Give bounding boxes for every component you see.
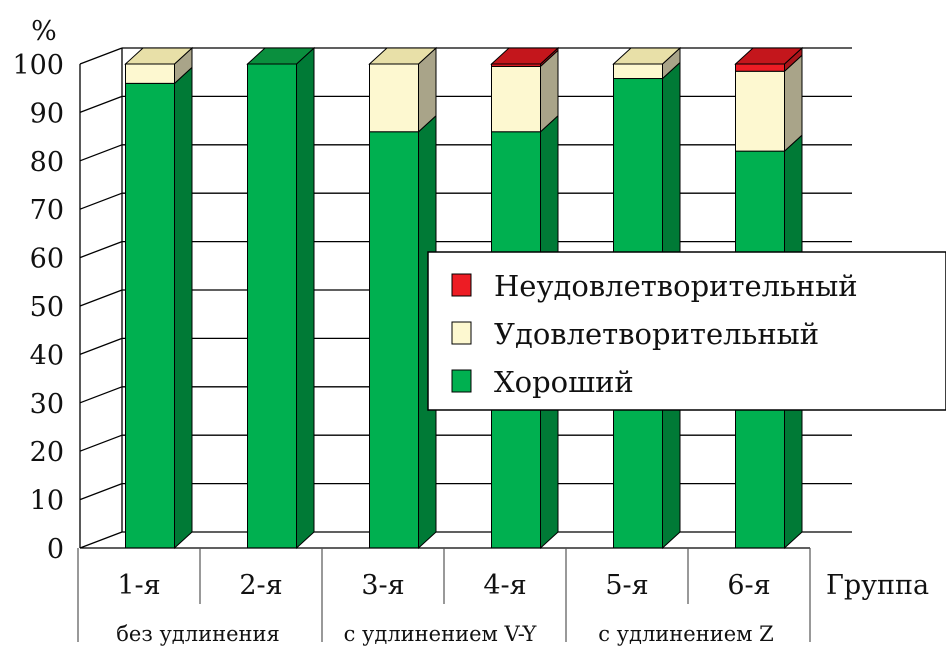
grid-line-diagonal [79,144,123,162]
legend-swatch [451,321,472,345]
bar-segment-side [296,46,315,550]
bars [124,46,804,550]
category-group-label: с удлинением V-Y [344,622,538,646]
x-tick-label: 6-я [727,570,770,601]
x-tick-label: 2-я [239,570,282,601]
category-group-label: без удлинения [116,622,280,646]
bar-top [124,47,194,65]
grid-line-diagonal [79,482,123,501]
bar-segment [247,63,297,549]
grid-line-diagonal [79,95,123,114]
y-tick-label: 60 [30,244,64,275]
bar-top [612,47,682,65]
grid [79,47,852,549]
grid-line-diagonal [79,47,123,65]
legend-box [427,251,946,411]
x-axis: 1-я 2-я 3-я 4-я 5-я 6-я без удлинения с удлинен… [77,547,811,646]
bar-segment [613,63,663,80]
bar-segment [735,70,785,152]
x-tick-label: 4-я [483,570,526,601]
bar-segment-side [784,54,803,153]
bar-segment [491,65,541,133]
bar-segment-side [174,66,193,550]
legend-label: Удовлетворительный [494,317,819,351]
legend-label: Неудовлетворительный [494,269,858,303]
bar-segment [369,63,419,133]
bar-top [490,47,560,65]
legend: Неудовлетворительный Удовлетворительный Хо… [427,251,946,411]
bar-top [734,47,804,65]
grid-line-diagonal [79,434,123,452]
bar-top [246,47,316,65]
y-tick-label: 70 [30,195,64,226]
x-tick-label: 1-я [117,570,160,601]
x-tick-label: 5-я [605,570,648,601]
legend-swatch [451,369,472,393]
bar-top [368,47,438,65]
y-tick-label: 90 [30,98,64,129]
x-tick-label: 3-я [361,570,404,601]
y-tick-label: 20 [30,437,64,468]
y-tick-label: 40 [30,340,64,371]
y-tick-label: 10 [30,486,64,517]
bar-segment [369,131,419,549]
y-tick-label: 30 [30,389,64,420]
bar-segment [125,63,175,84]
y-tick-label: 100 [12,50,64,81]
grid-line-diagonal [79,289,123,307]
category-group-label: с удлинением Z [598,622,774,646]
grid-line-diagonal [79,192,123,210]
bar-segment [125,82,175,549]
grid-line-diagonal [79,337,123,356]
y-tick-label: 80 [30,147,64,178]
y-tick-label: 0 [47,534,64,565]
x-axis-title: Группа [826,570,929,601]
bar-segment [735,63,785,72]
y-axis: 0 10 20 30 40 50 60 70 80 90 100 [12,50,81,565]
y-axis-title: % [31,16,57,47]
grid-line-diagonal [79,240,123,259]
y-tick-label: 50 [30,292,64,323]
grid-line-diagonal [79,531,123,549]
legend-swatch [451,273,472,297]
legend-label: Хороший [494,365,634,399]
grid-line-diagonal [79,386,123,404]
